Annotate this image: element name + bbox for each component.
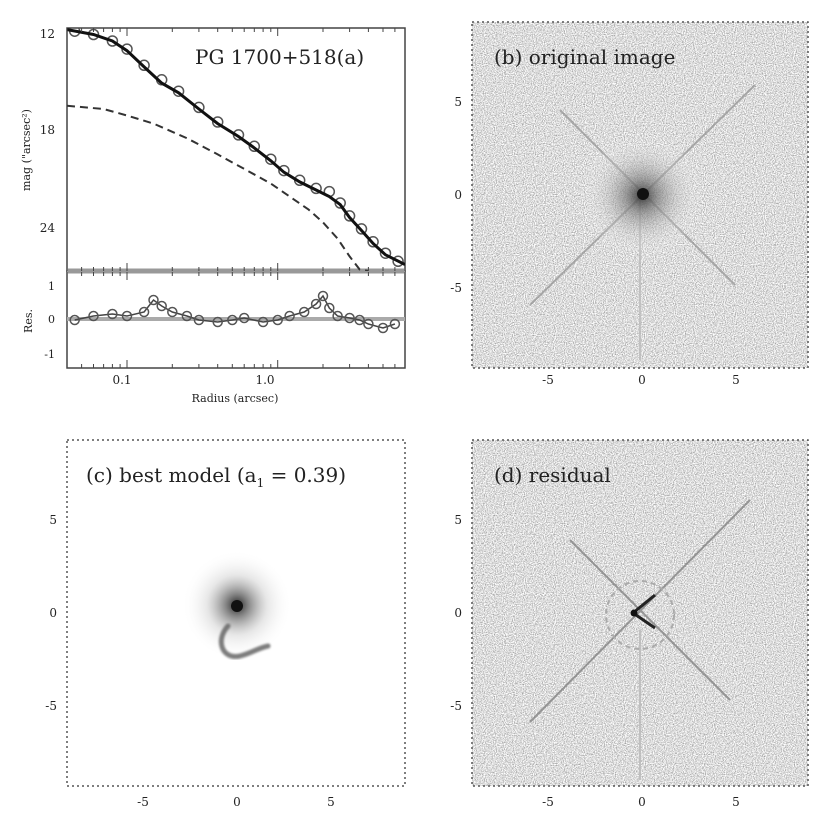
data-point	[278, 164, 290, 177]
residual-point	[354, 314, 365, 326]
residual-point	[181, 310, 193, 322]
x-axis-label: Radius (arcsec)	[192, 392, 279, 405]
data-point	[211, 116, 224, 128]
residual-point	[167, 306, 178, 318]
residual-point	[88, 310, 99, 322]
panel-d: (d) residual	[471, 439, 809, 787]
residual-point	[363, 318, 374, 330]
residual-point	[377, 322, 389, 334]
residual-point	[138, 306, 150, 318]
data-point	[355, 223, 368, 235]
residual-point	[69, 314, 80, 326]
residual-point	[272, 314, 283, 326]
residual-point	[227, 314, 238, 326]
data-point	[392, 255, 404, 268]
residual-point	[310, 298, 322, 310]
residual-point	[156, 300, 167, 312]
tick-label: 0	[49, 606, 57, 620]
data-point	[265, 153, 277, 165]
y-axis-label: mag ("arcsec²)	[20, 109, 33, 191]
tick-label: 5	[454, 95, 462, 109]
data-point	[106, 35, 119, 47]
panel-c: (c) best model (a1 = 0.39)	[66, 439, 406, 787]
panel-d-frame	[471, 439, 809, 787]
data-point	[379, 247, 392, 259]
residual-point	[238, 312, 250, 324]
tick-label: 0	[233, 795, 241, 809]
panel-b-title: (b) original image	[494, 45, 675, 69]
y-tick-label: 12	[40, 27, 55, 41]
residual-point	[212, 316, 223, 328]
data-point	[343, 210, 356, 222]
tick-label: -5	[45, 699, 57, 713]
residual-spikes	[529, 499, 751, 780]
residual-point	[332, 310, 343, 322]
model-tidal-arc	[218, 623, 271, 659]
tick-label: -5	[137, 795, 149, 809]
profile-ticks	[66, 28, 406, 368]
residual-core	[632, 593, 656, 630]
tick-label: -5	[450, 281, 462, 295]
image-axis-labels: 5 0 -5 -5 0 5 5 0 -5 -5 0 5 5 0 -5 -5 0 …	[45, 95, 740, 809]
y-tick-label: -1	[44, 348, 55, 361]
tick-label: 5	[732, 373, 740, 387]
panel-b-frame	[471, 21, 809, 369]
residual-ring	[605, 580, 675, 650]
x-tick-label: 0.1	[112, 373, 131, 387]
panel-d-title: (d) residual	[494, 463, 611, 487]
residual-axis-label: Res.	[22, 309, 35, 333]
tick-label: 5	[327, 795, 335, 809]
tick-label: 0	[638, 373, 646, 387]
y-tick-label: 1	[48, 280, 55, 293]
residual-point	[193, 314, 205, 326]
tick-label: 0	[638, 795, 646, 809]
residual-line	[74, 294, 396, 329]
panel-a-title: PG 1700+518(a)	[195, 45, 364, 69]
panel-c-frame	[66, 439, 406, 787]
y-tick-label: 0	[48, 313, 55, 326]
component-profile-line	[67, 104, 369, 271]
residual-point	[344, 312, 355, 324]
data-point	[367, 236, 379, 248]
residual-point	[298, 306, 310, 318]
panel-a-top-frame	[66, 27, 406, 272]
data-point	[334, 197, 346, 209]
tick-label: 5	[732, 795, 740, 809]
residual-plot	[69, 290, 401, 334]
residual-point	[148, 294, 159, 306]
model-nucleus	[231, 600, 243, 612]
panel-a: PG 1700+518(a) 12 18 24 mag ("arcsec²) 1…	[20, 27, 406, 405]
tick-label: 5	[454, 513, 462, 527]
tick-label: -5	[450, 699, 462, 713]
data-point	[248, 140, 261, 153]
residual-point	[257, 316, 269, 328]
residual-point	[121, 310, 133, 322]
tick-label: -5	[542, 373, 554, 387]
residual-point	[284, 310, 295, 322]
residual-point	[317, 290, 329, 302]
model-profile-line	[67, 28, 405, 266]
x-tick-label: 1.0	[255, 373, 274, 387]
y-tick-label: 18	[40, 123, 55, 137]
panel-b: (b) original image	[471, 21, 809, 369]
residual-point	[324, 302, 335, 314]
tick-label: 0	[454, 606, 462, 620]
tick-label: 5	[49, 513, 57, 527]
tick-label: -5	[542, 795, 554, 809]
data-point	[193, 101, 205, 114]
residual-point	[107, 308, 118, 320]
panel-c-title: (c) best model (a1 = 0.39)	[86, 463, 346, 490]
residual-point	[389, 318, 401, 330]
galaxy-nucleus	[637, 188, 649, 200]
residual-nucleus	[630, 609, 638, 617]
tick-label: 0	[454, 188, 462, 202]
y-tick-label: 24	[40, 221, 56, 235]
data-point	[138, 59, 150, 72]
